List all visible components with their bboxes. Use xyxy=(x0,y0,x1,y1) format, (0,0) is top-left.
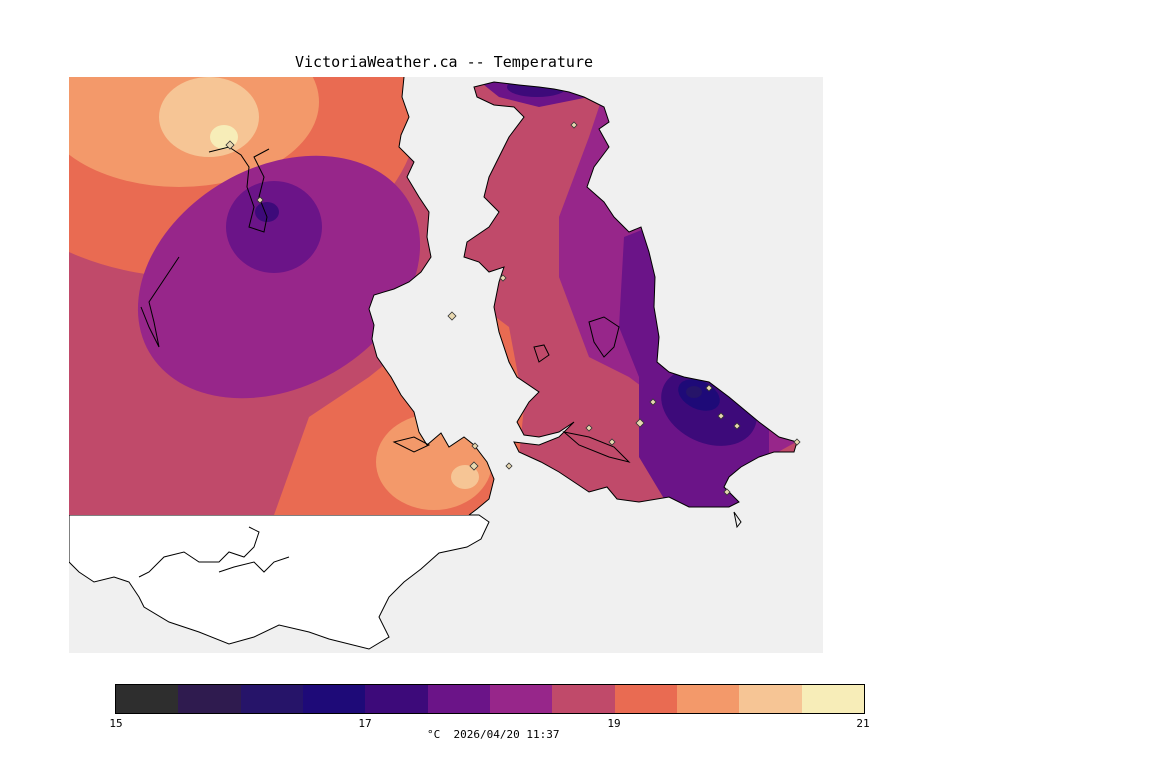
station-marker[interactable] xyxy=(505,462,513,470)
legend-tick: 21 xyxy=(856,717,870,730)
land-outside-domain xyxy=(69,514,490,650)
station-marker[interactable] xyxy=(447,311,457,321)
station-marker[interactable] xyxy=(717,412,725,420)
station-marker[interactable] xyxy=(793,438,801,446)
legend-swatch xyxy=(801,685,864,713)
station-marker[interactable] xyxy=(225,140,235,150)
legend-tick: 17 xyxy=(358,717,372,730)
legend-swatch xyxy=(552,685,615,713)
station-marker[interactable] xyxy=(649,398,657,406)
temperature-map xyxy=(69,77,823,653)
station-marker[interactable] xyxy=(499,274,507,282)
legend-swatch xyxy=(427,685,490,713)
legend-unit: °C xyxy=(427,728,441,741)
station-marker[interactable] xyxy=(608,438,616,446)
legend-swatch xyxy=(365,685,428,713)
station-marker[interactable] xyxy=(570,121,578,129)
legend-swatch xyxy=(302,685,366,713)
legend-swatch xyxy=(116,685,179,713)
coastlines xyxy=(138,77,798,578)
station-marker[interactable] xyxy=(635,418,645,428)
station-marker[interactable] xyxy=(733,422,741,430)
station-marker[interactable] xyxy=(469,461,479,471)
legend-timestamp: 2026/04/20 11:37 xyxy=(453,728,560,741)
station-marker[interactable] xyxy=(723,488,731,496)
color-legend xyxy=(115,684,865,714)
map-title: VictoriaWeather.ca -- Temperature xyxy=(295,53,594,71)
legend-swatch xyxy=(739,685,802,713)
legend-swatch xyxy=(178,685,241,713)
station-marker[interactable] xyxy=(471,442,479,450)
weather-stations xyxy=(225,121,801,496)
legend-swatch xyxy=(614,685,677,713)
station-marker[interactable] xyxy=(585,424,593,432)
legend-swatch xyxy=(240,685,303,713)
legend-tick: 15 xyxy=(109,717,123,730)
legend-caption: °C 2026/04/20 11:37 xyxy=(427,728,559,741)
legend-swatch xyxy=(676,685,740,713)
station-marker[interactable] xyxy=(256,196,264,204)
station-marker[interactable] xyxy=(705,384,713,392)
legend-swatch xyxy=(489,685,553,713)
legend-tick: 19 xyxy=(607,717,621,730)
